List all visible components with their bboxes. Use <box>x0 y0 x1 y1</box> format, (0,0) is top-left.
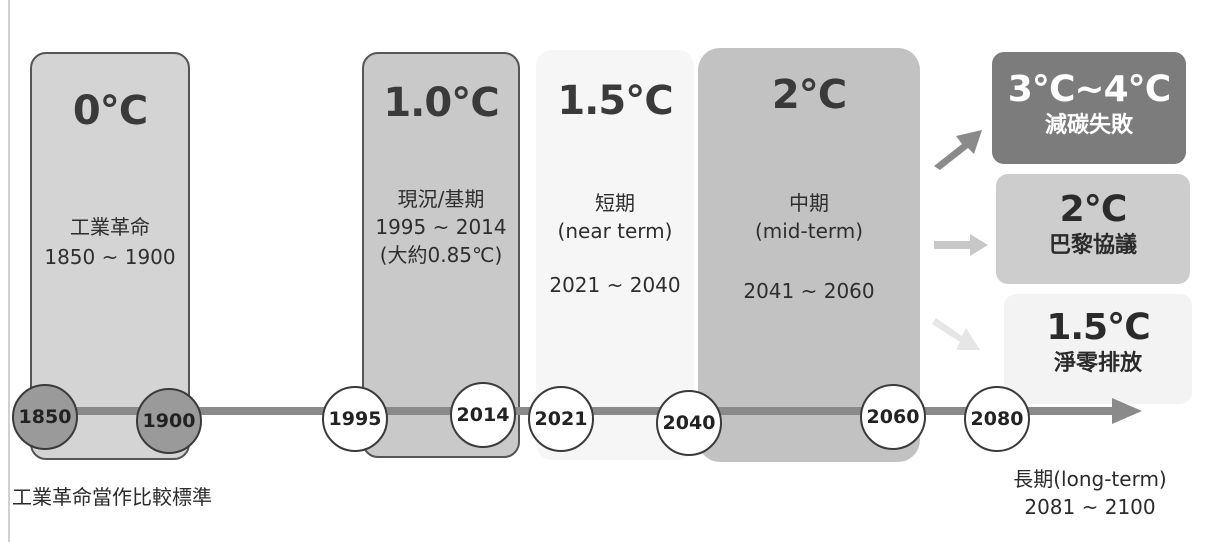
outcome-mid: 2℃ 巴黎協議 <box>996 174 1190 284</box>
year-node-1850: 1850 <box>12 384 78 450</box>
current-name: 現況/基期 <box>397 187 485 211</box>
year-node-2080: 2080 <box>964 386 1030 452</box>
arrow-right-icon <box>934 234 988 256</box>
near-term-range: 2021 ~ 2040 <box>549 273 681 297</box>
near-term-name: 短期 <box>595 191 635 215</box>
mid-term-range: 2041 ~ 2060 <box>743 279 875 303</box>
near-term-temp: 1.5℃ <box>557 78 673 124</box>
baseline-note: 工業革命當作比較標準 <box>12 485 212 509</box>
near-term-english: (near term) <box>557 219 673 243</box>
year-node-2060: 2060 <box>860 384 926 450</box>
mid-term-name: 中期 <box>789 191 829 215</box>
year-node-2021: 2021 <box>528 386 594 452</box>
year-node-1900: 1900 <box>136 388 202 454</box>
arrow-up-right-icon <box>934 130 982 170</box>
outcome-high-temp: 3℃~4℃ <box>1007 69 1171 110</box>
preindustrial-temp: 0℃ <box>72 88 148 134</box>
outcome-low-temp: 1.5℃ <box>1046 307 1150 348</box>
current-temp: 1.0℃ <box>383 80 499 126</box>
outcome-mid-temp: 2℃ <box>1059 189 1128 230</box>
year-node-1995: 1995 <box>322 386 388 452</box>
outcome-high-label: 減碳失敗 <box>1044 113 1133 138</box>
preindustrial-name: 工業革命 <box>70 215 150 239</box>
arrow-down-right-icon <box>932 318 980 350</box>
left-edge-line <box>8 0 10 542</box>
current-note: (大約0.85℃) <box>379 243 503 267</box>
outcome-low: 1.5℃ 淨零排放 <box>1004 294 1192 404</box>
current-range: 1995 ~ 2014 <box>375 215 507 239</box>
outcome-high: 3℃~4℃ 減碳失敗 <box>992 52 1186 164</box>
year-node-2014: 2014 <box>450 382 516 448</box>
mid-term-temp: 2℃ <box>771 72 847 118</box>
outcome-low-label: 淨零排放 <box>1053 351 1142 376</box>
long-term-label: 長期(long-term) <box>1013 467 1167 491</box>
mid-term-english: (mid-term) <box>754 219 864 243</box>
long-term-range: 2081 ~ 2100 <box>1024 495 1156 519</box>
outcome-mid-label: 巴黎協議 <box>1048 233 1137 258</box>
year-node-2040: 2040 <box>656 390 722 456</box>
preindustrial-range: 1850 ~ 1900 <box>44 245 176 269</box>
timeline-arrowhead-icon <box>1112 398 1142 424</box>
